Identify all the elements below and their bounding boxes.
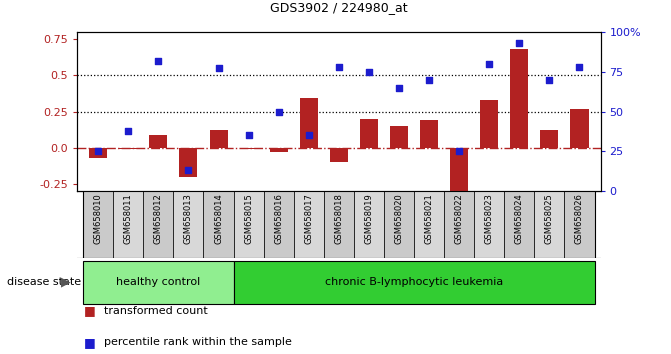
Text: percentile rank within the sample: percentile rank within the sample [104, 337, 292, 348]
Point [364, 69, 374, 75]
Bar [173, 191, 203, 258]
Bar [179, 148, 197, 177]
Bar [83, 191, 113, 258]
Bar [83, 261, 234, 304]
Bar [89, 148, 107, 158]
Point [123, 128, 134, 133]
Text: GSM658012: GSM658012 [154, 193, 163, 244]
Bar [390, 126, 408, 148]
Bar [144, 191, 173, 258]
Text: ▶: ▶ [61, 276, 70, 289]
Bar [330, 148, 348, 162]
Point [514, 40, 525, 46]
Bar [119, 148, 138, 149]
Point [303, 132, 314, 138]
Bar [564, 191, 595, 258]
Text: GSM658024: GSM658024 [515, 193, 524, 244]
Text: GDS3902 / 224980_at: GDS3902 / 224980_at [270, 1, 408, 14]
Point [93, 149, 103, 154]
Point [273, 109, 284, 114]
Bar [294, 191, 324, 258]
Bar [234, 261, 595, 304]
Text: GSM658019: GSM658019 [364, 193, 374, 244]
Bar [324, 191, 354, 258]
Bar [150, 135, 167, 148]
Point [394, 85, 405, 91]
Text: GSM658014: GSM658014 [214, 193, 223, 244]
Point [423, 77, 434, 82]
Bar [203, 191, 234, 258]
Point [153, 58, 164, 63]
Point [454, 149, 464, 154]
Bar [534, 191, 564, 258]
Text: chronic B-lymphocytic leukemia: chronic B-lymphocytic leukemia [325, 277, 503, 287]
Text: GSM658011: GSM658011 [124, 193, 133, 244]
Bar [264, 191, 294, 258]
Text: GSM658020: GSM658020 [395, 193, 403, 244]
Bar [234, 191, 264, 258]
Bar [570, 109, 588, 148]
Text: GSM658017: GSM658017 [304, 193, 313, 244]
Bar [209, 130, 227, 148]
Bar [480, 100, 499, 148]
Bar [414, 191, 444, 258]
Text: ■: ■ [84, 336, 96, 349]
Text: GSM658022: GSM658022 [455, 193, 464, 244]
Point [183, 167, 194, 173]
Text: GSM658010: GSM658010 [94, 193, 103, 244]
Bar [300, 98, 318, 148]
Point [574, 64, 585, 70]
Bar [384, 191, 414, 258]
Text: GSM658025: GSM658025 [545, 193, 554, 244]
Text: GSM658013: GSM658013 [184, 193, 193, 244]
Text: GSM658016: GSM658016 [274, 193, 283, 244]
Text: GSM658023: GSM658023 [484, 193, 494, 244]
Point [484, 61, 495, 67]
Text: transformed count: transformed count [104, 306, 208, 316]
Text: GSM658015: GSM658015 [244, 193, 253, 244]
Bar [540, 130, 558, 148]
Bar [505, 191, 534, 258]
Text: GSM658021: GSM658021 [425, 193, 433, 244]
Text: GSM658018: GSM658018 [334, 193, 344, 244]
Bar [360, 119, 378, 148]
Text: healthy control: healthy control [116, 277, 201, 287]
Point [244, 132, 254, 138]
Bar [474, 191, 505, 258]
Bar [511, 49, 528, 148]
Point [213, 66, 224, 72]
Text: GSM658026: GSM658026 [575, 193, 584, 244]
Bar [240, 148, 258, 149]
Point [333, 64, 344, 70]
Bar [354, 191, 384, 258]
Text: disease state: disease state [7, 277, 81, 287]
Bar [450, 148, 468, 191]
Bar [420, 120, 438, 148]
Point [544, 77, 555, 82]
Bar [113, 191, 144, 258]
Text: ■: ■ [84, 304, 96, 317]
Bar [270, 148, 288, 152]
Bar [444, 191, 474, 258]
